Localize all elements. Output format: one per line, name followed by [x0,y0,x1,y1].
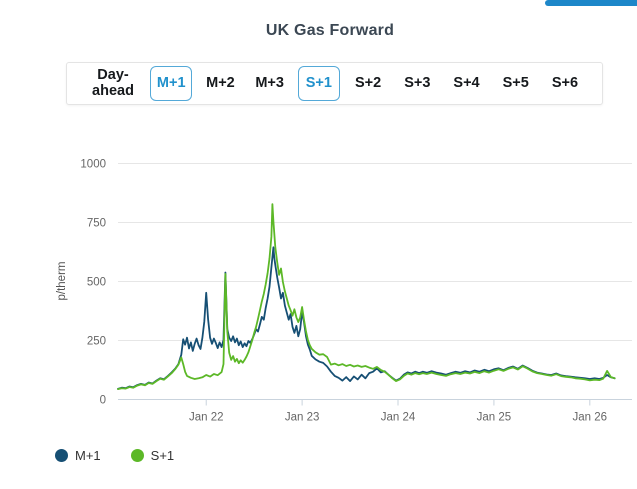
tab-s6[interactable]: S+6 [551,74,579,91]
y-tick-label: 250 [87,336,106,348]
legend-marker-m1-icon [55,449,68,462]
tab-m2[interactable]: M+2 [206,74,235,91]
legend-marker-s1-icon [130,449,144,462]
tab-m1[interactable]: M+1 [150,65,193,102]
chart-svg: 0 250 500 750 1000 Jan 22 Jan 23 Jan 24 Jan 25 Ja… [80,159,632,424]
y-tick-label: 1000 [80,159,106,171]
chart-title: UK Gas Forward [265,22,395,39]
y-axis-title: p/therm [56,261,68,301]
tab-s5[interactable]: S+5 [502,74,529,91]
legend-label-m1: M+1 [75,448,101,463]
y-tick-label: 0 [100,395,106,407]
x-tick-label: Jan 22 [189,412,224,424]
tab-s2[interactable]: S+2 [354,74,382,91]
x-tick-label: Jan 23 [285,412,320,424]
legend-label-s1: S+1 [150,448,175,463]
tab-m3[interactable]: M+3 [255,74,284,91]
series-line-m1 [117,246,616,390]
x-tick-label: Jan 25 [477,412,512,424]
top-right-accent-bar [545,0,637,6]
chart-legend: M+1 S+1 [55,448,174,463]
tab-s4[interactable]: S+4 [453,74,480,91]
y-tick-label: 750 [87,218,106,230]
period-tab-bar: Day-ahead M+1 M+2 M+3 S+1 S+2 S+3 S+4 S+… [66,62,603,105]
series-line-s1 [117,203,616,390]
x-tick-label: Jan 24 [381,412,416,424]
y-tick-label: 500 [87,277,106,289]
tab-day-ahead[interactable]: Day-ahead [92,66,134,99]
tab-s1[interactable]: S+1 [297,65,340,102]
legend-item-s1[interactable]: S+1 [130,448,175,463]
x-tick-label: Jan 26 [573,412,608,424]
chart-area: 0 250 500 750 1000 Jan 22 Jan 23 Jan 24 Jan 25 Ja… [0,140,637,432]
tab-s3[interactable]: S+3 [404,74,431,91]
legend-item-m1[interactable]: M+1 [55,448,101,463]
